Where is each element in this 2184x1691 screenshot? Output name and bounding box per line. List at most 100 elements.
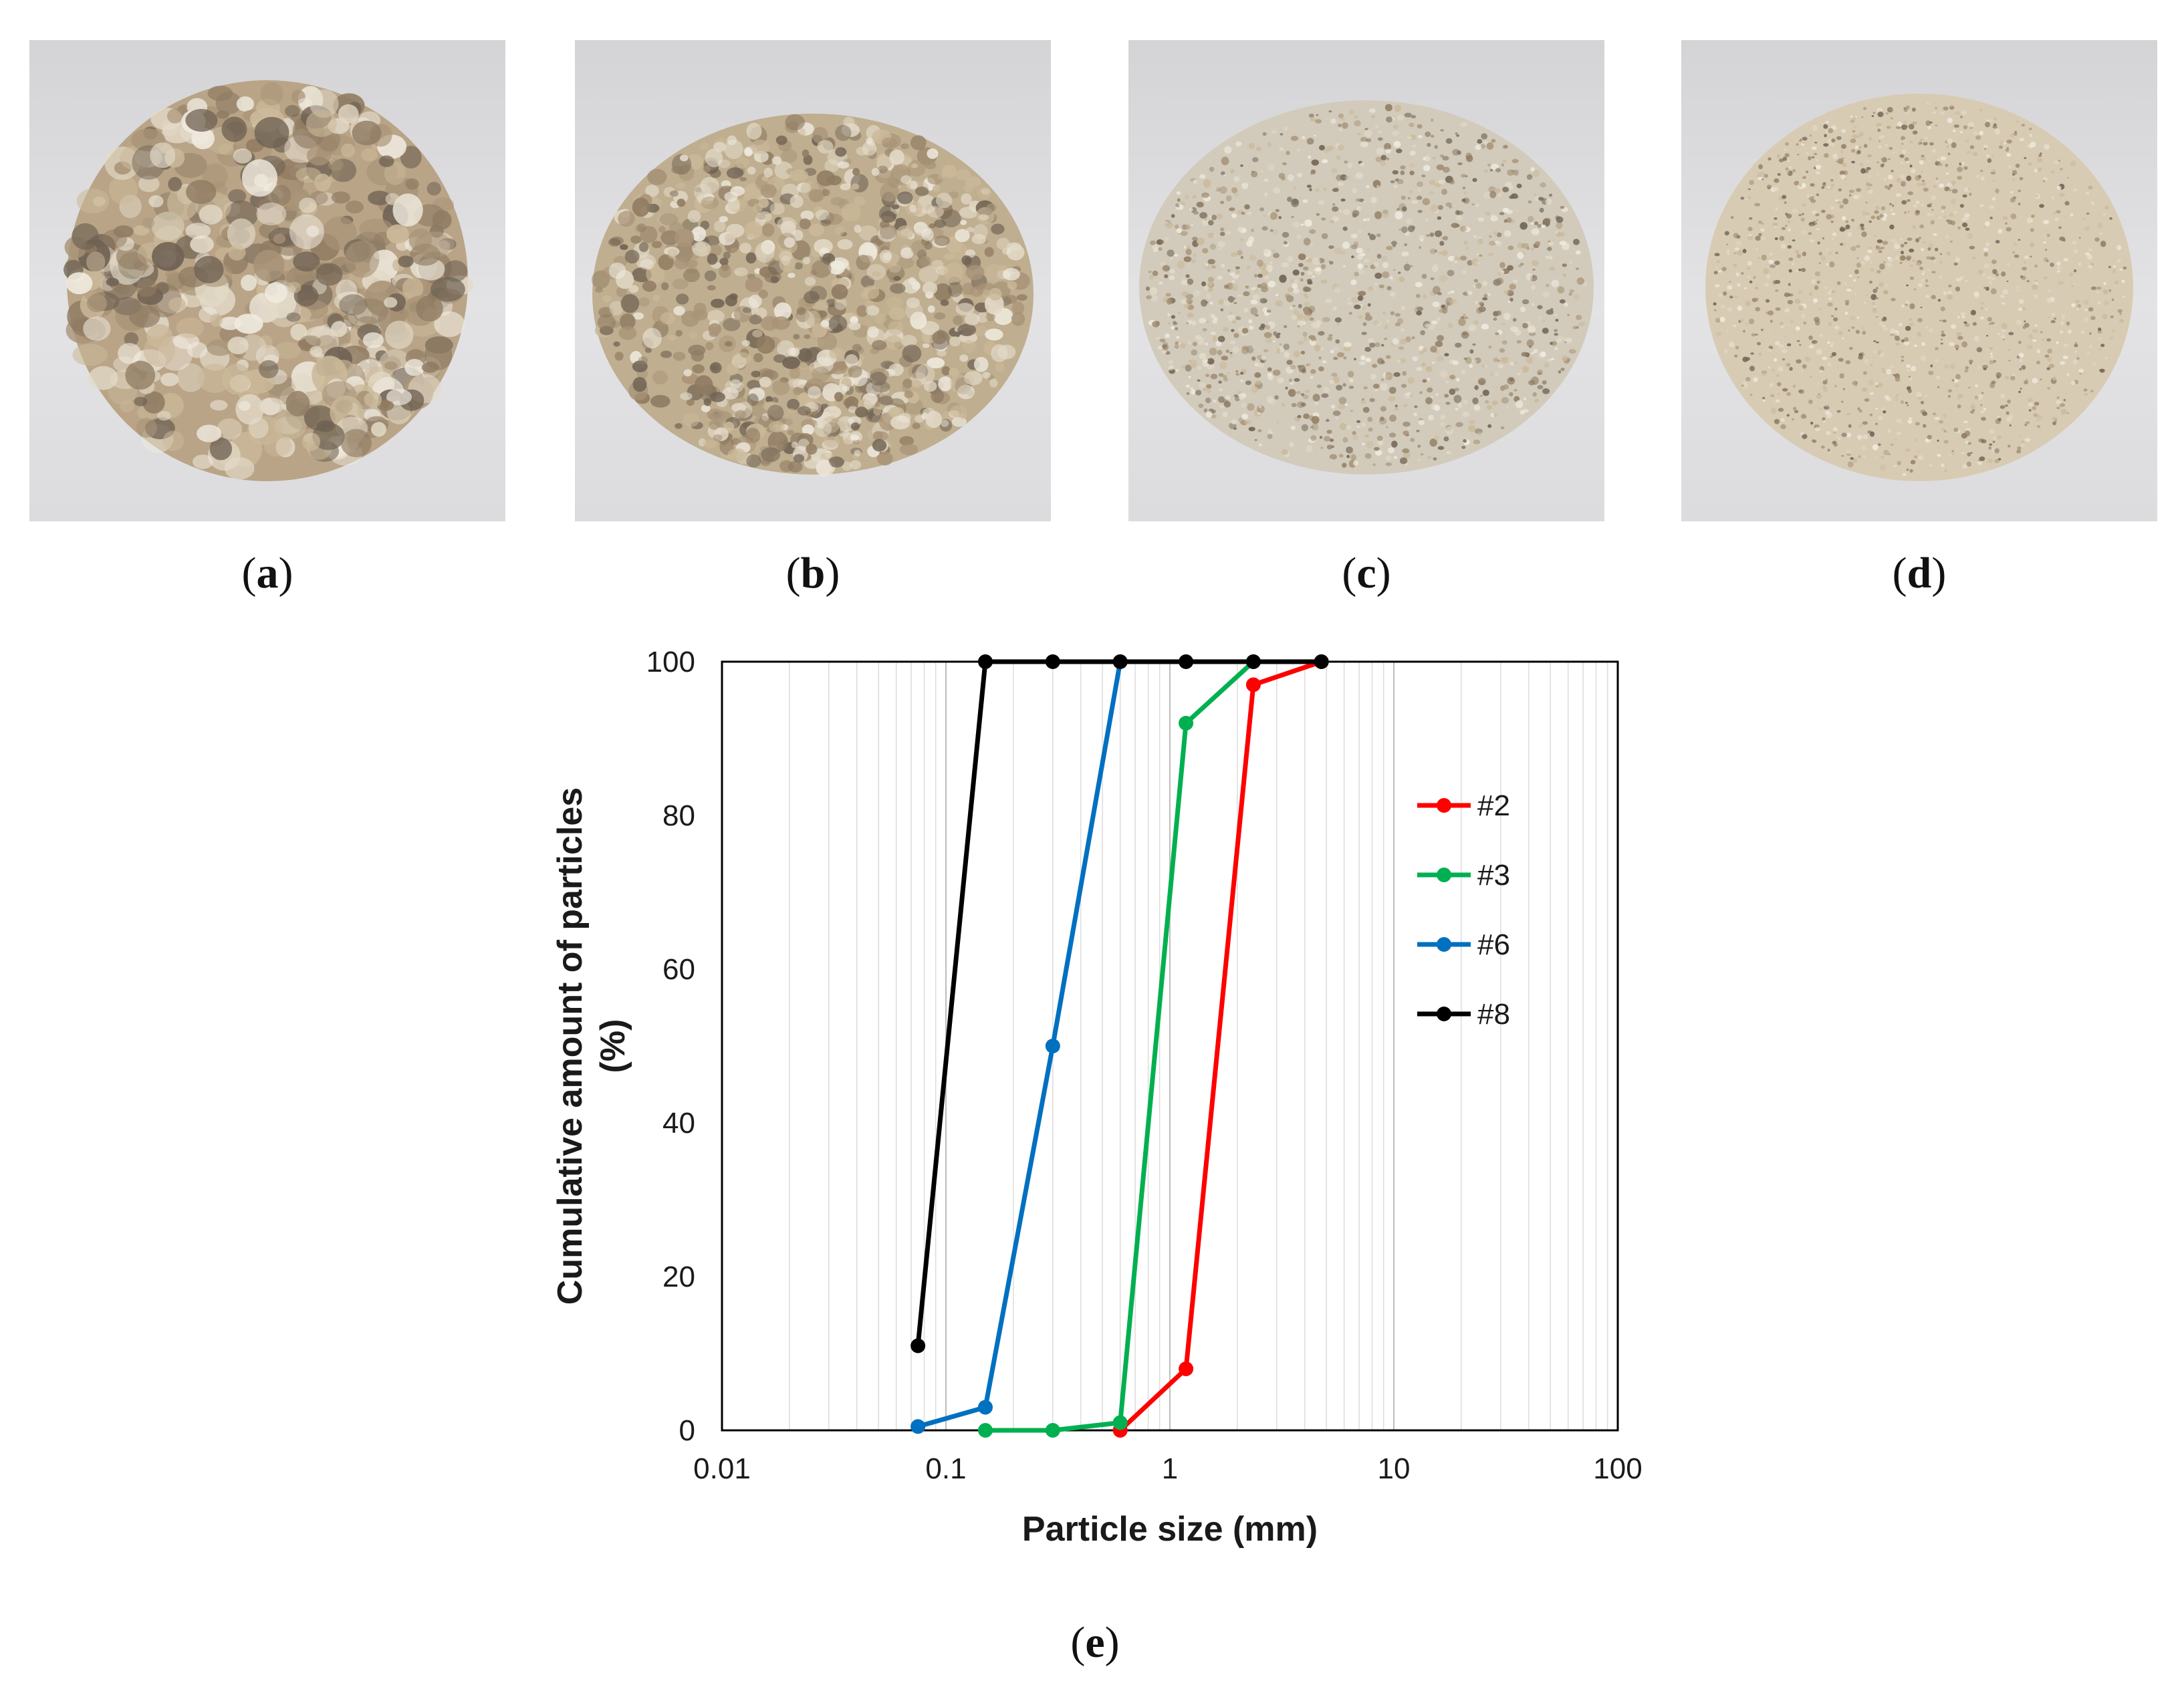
grain — [1991, 197, 1996, 201]
grain — [1855, 188, 1862, 192]
grain — [322, 216, 357, 251]
grain — [1380, 416, 1384, 421]
grain — [1392, 269, 1396, 271]
grain — [2038, 154, 2042, 157]
grain — [1386, 455, 1391, 461]
grain — [854, 196, 866, 206]
grain — [1260, 170, 1264, 173]
grain — [344, 240, 380, 278]
grain — [1830, 178, 1834, 182]
grain — [1193, 179, 1198, 184]
grain — [1434, 404, 1441, 411]
grain — [1355, 198, 1360, 202]
grain — [1872, 112, 1876, 114]
grain — [1873, 350, 1878, 354]
grain — [905, 302, 923, 320]
grain — [1937, 299, 1941, 302]
grain — [1351, 296, 1358, 303]
grain — [1757, 176, 1763, 180]
grain — [222, 364, 251, 395]
grain — [1447, 291, 1451, 295]
grain — [1350, 454, 1357, 461]
grain — [1493, 372, 1499, 376]
grain — [1926, 256, 1931, 260]
grain — [1175, 327, 1179, 331]
grain — [1733, 324, 1736, 328]
grain — [1328, 110, 1332, 113]
y-tick-label: 0 — [679, 1414, 695, 1447]
grain — [1243, 291, 1250, 297]
grain — [1827, 302, 1833, 307]
grain — [1959, 275, 1964, 280]
grain — [1421, 273, 1427, 279]
grain — [2064, 201, 2070, 206]
grain — [1241, 328, 1249, 334]
grain — [2083, 317, 2088, 323]
grain — [812, 259, 832, 278]
grain — [2024, 320, 2026, 322]
grain — [1564, 338, 1572, 344]
grain — [1367, 303, 1371, 307]
grain — [1889, 224, 1895, 230]
grain — [746, 454, 761, 468]
grain — [939, 418, 953, 432]
grain — [880, 211, 896, 223]
grain — [1380, 378, 1384, 382]
grain — [2024, 255, 2029, 259]
grain — [1893, 465, 1897, 467]
grain — [845, 354, 858, 368]
grain — [1906, 160, 1909, 163]
grain — [1209, 348, 1217, 356]
grain — [1475, 283, 1482, 289]
grain — [1990, 321, 1995, 325]
grain — [910, 180, 918, 190]
grain — [275, 436, 295, 458]
grain — [650, 394, 671, 408]
grain — [1401, 384, 1407, 388]
grain — [896, 225, 914, 239]
grain — [2024, 261, 2026, 264]
grain — [1891, 117, 1893, 120]
grain — [1810, 422, 1814, 425]
aggregate-pile-b — [592, 114, 1034, 477]
grain — [1366, 138, 1372, 142]
grain — [897, 191, 913, 205]
grain — [1889, 328, 1896, 334]
grain — [747, 166, 756, 175]
grain — [1842, 338, 1844, 340]
grain — [1734, 247, 1739, 251]
grain — [1917, 142, 1922, 146]
grain — [1841, 455, 1844, 457]
grain — [2054, 317, 2057, 320]
grain — [260, 82, 283, 106]
grain — [2015, 163, 2020, 168]
grain — [2054, 211, 2057, 214]
grain — [837, 161, 850, 169]
grain — [1446, 302, 1450, 305]
grain — [953, 315, 963, 326]
grain — [2013, 132, 2018, 136]
grain — [1943, 414, 1947, 418]
grain — [2084, 226, 2090, 231]
grain — [1272, 229, 1278, 235]
grain — [1921, 342, 1925, 346]
grain — [1846, 412, 1850, 416]
grain — [1845, 302, 1849, 305]
grain — [1304, 301, 1310, 307]
grain — [1493, 413, 1497, 417]
grain — [312, 422, 345, 450]
chart-grid — [721, 662, 1608, 1430]
grain — [773, 302, 792, 320]
grain — [1747, 188, 1751, 190]
grain — [2006, 227, 2012, 232]
grain — [885, 335, 902, 350]
grain — [1385, 355, 1391, 360]
grain — [1497, 364, 1504, 368]
grain — [964, 371, 983, 386]
caption-c: (c) — [1342, 549, 1391, 598]
grain — [1224, 146, 1232, 154]
grain — [1921, 279, 1927, 283]
grain — [2090, 390, 2094, 393]
grain — [2006, 147, 2010, 149]
grain — [1793, 406, 1797, 410]
